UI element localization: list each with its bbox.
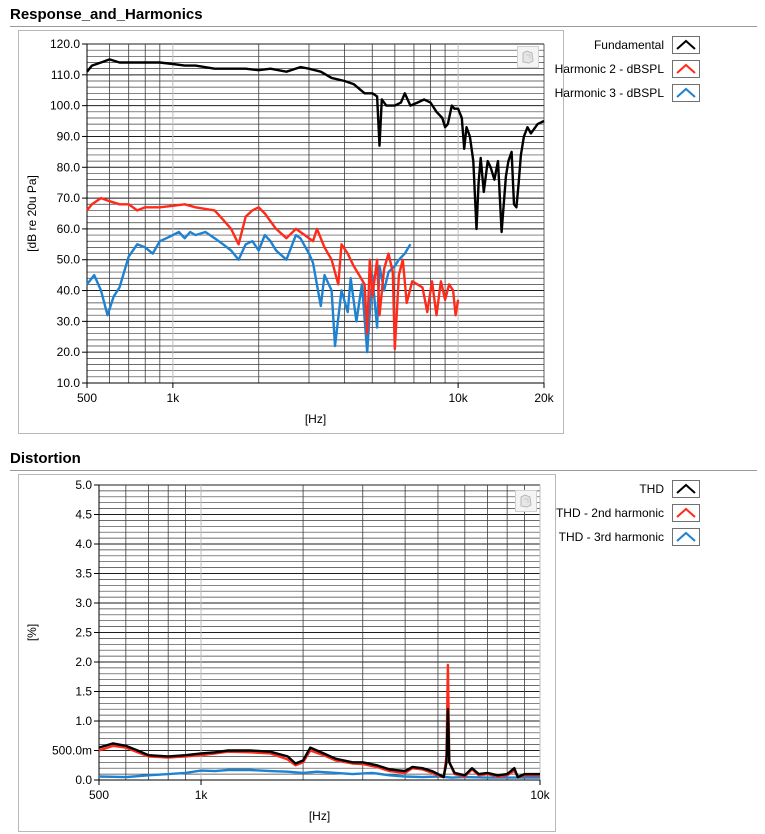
series-line-thd: [98, 708, 540, 779]
legend: THD THD - 2nd harmonic THD - 3rd harmonic: [556, 474, 700, 554]
legend-item[interactable]: Harmonic 3 - dBSPL: [555, 82, 700, 104]
y-tick-label: 4.5: [75, 508, 92, 522]
legend-label: THD - 3rd harmonic: [558, 530, 664, 544]
y-tick-label: 1.5: [75, 685, 92, 699]
x-axis-label: [Hz]: [309, 809, 330, 823]
series-line-thd-3rd-harmonic: [98, 768, 540, 779]
x-tick-label: 1k: [195, 788, 209, 802]
y-tick-label: 50.0: [57, 253, 81, 267]
y-tick-label: 80.0: [57, 160, 81, 174]
legend-item[interactable]: Harmonic 2 - dBSPL: [555, 58, 700, 80]
legend-swatch-icon[interactable]: [672, 60, 700, 78]
legend-item[interactable]: Fundamental: [594, 34, 700, 56]
x-tick-label: 10k: [530, 788, 550, 802]
y-tick-label: 1.0: [75, 714, 92, 728]
y-axis-label: [%]: [25, 624, 39, 641]
x-tick-label: 10k: [448, 391, 468, 405]
legend-item[interactable]: THD - 2nd harmonic: [556, 502, 700, 524]
legend-label: Harmonic 2 - dBSPL: [554, 62, 664, 76]
legend-item[interactable]: THD: [639, 478, 700, 500]
response-chart[interactable]: 10.0 20.0 30.0 40.0 50.0 60.0 70.0 80.0 90.0 100.…: [0, 0, 570, 440]
y-tick-label: 100.0: [50, 99, 80, 113]
series-line-harmonic-2-dbspl: [86, 196, 460, 351]
y-tick-label: 10.0: [57, 376, 81, 390]
y-tick-label: 70.0: [57, 191, 81, 205]
legend-swatch-icon[interactable]: [672, 528, 700, 546]
distortion-panel: Distortion 0.0 500.0m 1.0 1.5 2.0 2.5 3.0 3.5 4.…: [0, 442, 765, 834]
y-tick-label: 40.0: [57, 284, 81, 298]
y-axis-label: [dB re 20u Pa]: [25, 175, 39, 252]
panel-title: Response_and_Harmonics: [10, 6, 203, 23]
series-line-harmonic-3-dbspl: [86, 230, 412, 354]
legend-swatch-icon[interactable]: [672, 84, 700, 102]
y-tick-label: 20.0: [57, 345, 81, 359]
x-tick-label: 500: [77, 391, 97, 405]
y-tick-label: 120.0: [50, 37, 80, 51]
y-tick-label: 30.0: [57, 314, 81, 328]
graph-palette-icon[interactable]: [517, 46, 539, 68]
response-panel: Response_and_Harmonics 10.0 20.0 30.0 40.0 5…: [0, 0, 757, 440]
title-divider: [10, 26, 757, 27]
x-tick-label: 20k: [534, 391, 554, 405]
legend-swatch-icon[interactable]: [672, 480, 700, 498]
y-tick-label: 3.0: [75, 596, 92, 610]
x-axis-label: [Hz]: [305, 412, 326, 426]
title-divider: [10, 470, 757, 471]
legend-swatch-icon[interactable]: [672, 504, 700, 522]
x-tick-label: 500: [89, 788, 109, 802]
legend-swatch-icon[interactable]: [672, 36, 700, 54]
y-tick-label: 0.0: [75, 773, 92, 787]
x-tick-label: 1k: [167, 391, 181, 405]
y-tick-label: 4.0: [75, 537, 92, 551]
legend: Fundamental Harmonic 2 - dBSPL Harmonic 3 …: [555, 30, 700, 110]
y-tick-label: 2.5: [75, 626, 92, 640]
legend-label: THD - 2nd harmonic: [555, 506, 664, 520]
legend-label: Harmonic 3 - dBSPL: [554, 86, 664, 100]
graph-palette-icon[interactable]: [515, 490, 537, 512]
y-tick-label: 500.0m: [52, 744, 92, 758]
y-tick-label: 2.0: [75, 655, 92, 669]
y-tick-label: 5.0: [75, 478, 92, 492]
series-line-fundamental: [86, 58, 545, 234]
y-tick-label: 60.0: [57, 222, 81, 236]
y-tick-label: 3.5: [75, 567, 92, 581]
legend-label: THD: [639, 482, 664, 496]
plot-frame: [18, 30, 564, 434]
y-tick-label: 110.0: [51, 68, 80, 82]
legend-item[interactable]: THD - 3rd harmonic: [559, 526, 700, 548]
distortion-chart[interactable]: 0.0 500.0m 1.0 1.5 2.0 2.5 3.0 3.5 4.0 4.5 5.0 500 1…: [0, 442, 570, 834]
y-tick-label: 90.0: [57, 129, 81, 143]
panel-title: Distortion: [10, 450, 81, 467]
legend-label: Fundamental: [593, 38, 664, 52]
